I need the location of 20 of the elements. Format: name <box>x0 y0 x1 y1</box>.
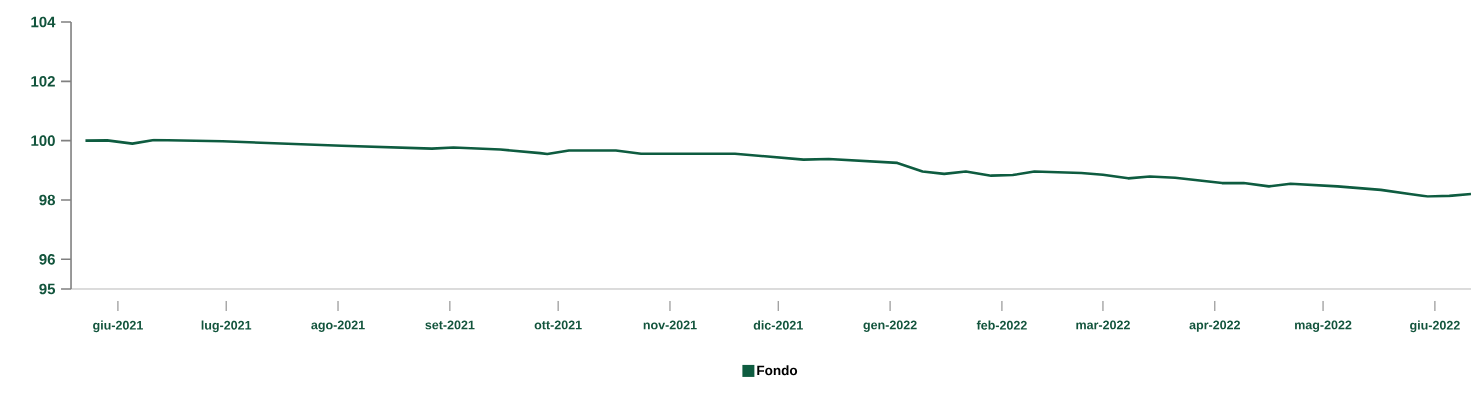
x-tick-label: ago-2021 <box>311 320 365 332</box>
legend-label: Fondo <box>757 365 798 376</box>
x-tick-label: gen-2022 <box>863 320 917 332</box>
x-tick-label: nov-2021 <box>643 320 697 330</box>
x-tick-label: mar-2022 <box>1076 320 1130 330</box>
y-tick-label: 95 <box>39 283 56 295</box>
x-tick-label: giu-2022 <box>1410 320 1460 333</box>
x-tick-label: dic-2021 <box>753 320 803 330</box>
x-tick-label: ott-2021 <box>534 320 582 330</box>
y-tick-label: 96 <box>39 254 55 265</box>
x-tick-label: lug-2021 <box>201 320 252 333</box>
y-tick-label: 104 <box>31 16 56 28</box>
x-tick-label: mag-2022 <box>1295 320 1352 332</box>
x-tick-label: set-2021 <box>425 320 475 330</box>
x-tick-label: feb-2022 <box>976 320 1027 330</box>
y-tick-label: 98 <box>39 194 56 206</box>
x-tick-label: apr-2022 <box>1189 320 1241 332</box>
y-tick-label: 102 <box>31 76 55 87</box>
x-tick-label: giu-2021 <box>93 320 143 333</box>
y-tick-label: 100 <box>31 135 55 146</box>
